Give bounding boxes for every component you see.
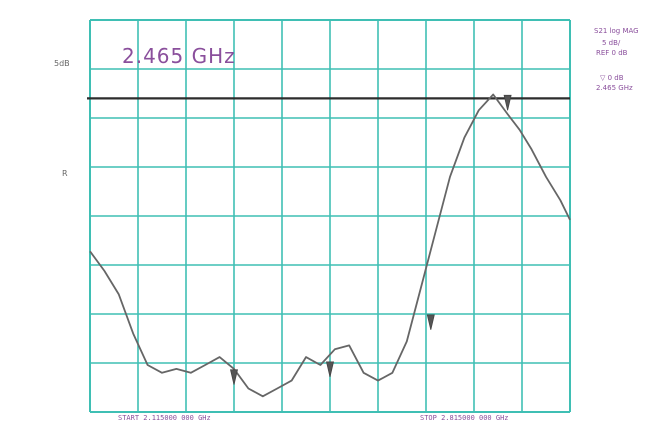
- scale-label: 5dB: [54, 59, 70, 68]
- measurement-label: S21 log MAG: [594, 27, 639, 35]
- marker-value: ▽ 0 dB: [600, 74, 624, 82]
- marker-3: [426, 314, 435, 330]
- marker-1: [229, 369, 239, 385]
- markers: [229, 94, 512, 385]
- stop-frequency-label: STOP 2.815000 000 GHz: [420, 414, 509, 422]
- reference-label: R: [62, 169, 68, 178]
- marker-2: [325, 361, 335, 377]
- scale-setting: 5 dB/: [602, 39, 621, 47]
- grid: [89, 19, 571, 413]
- frequency-readout: 2.465 GHz: [122, 44, 236, 68]
- marker-4: [503, 94, 512, 111]
- reference-setting: REF 0 dB: [596, 49, 628, 57]
- start-frequency-label: START 2.115000 000 GHz: [118, 414, 211, 422]
- trace-line: [89, 93, 571, 398]
- marker-frequency: 2.465 GHz: [596, 84, 633, 92]
